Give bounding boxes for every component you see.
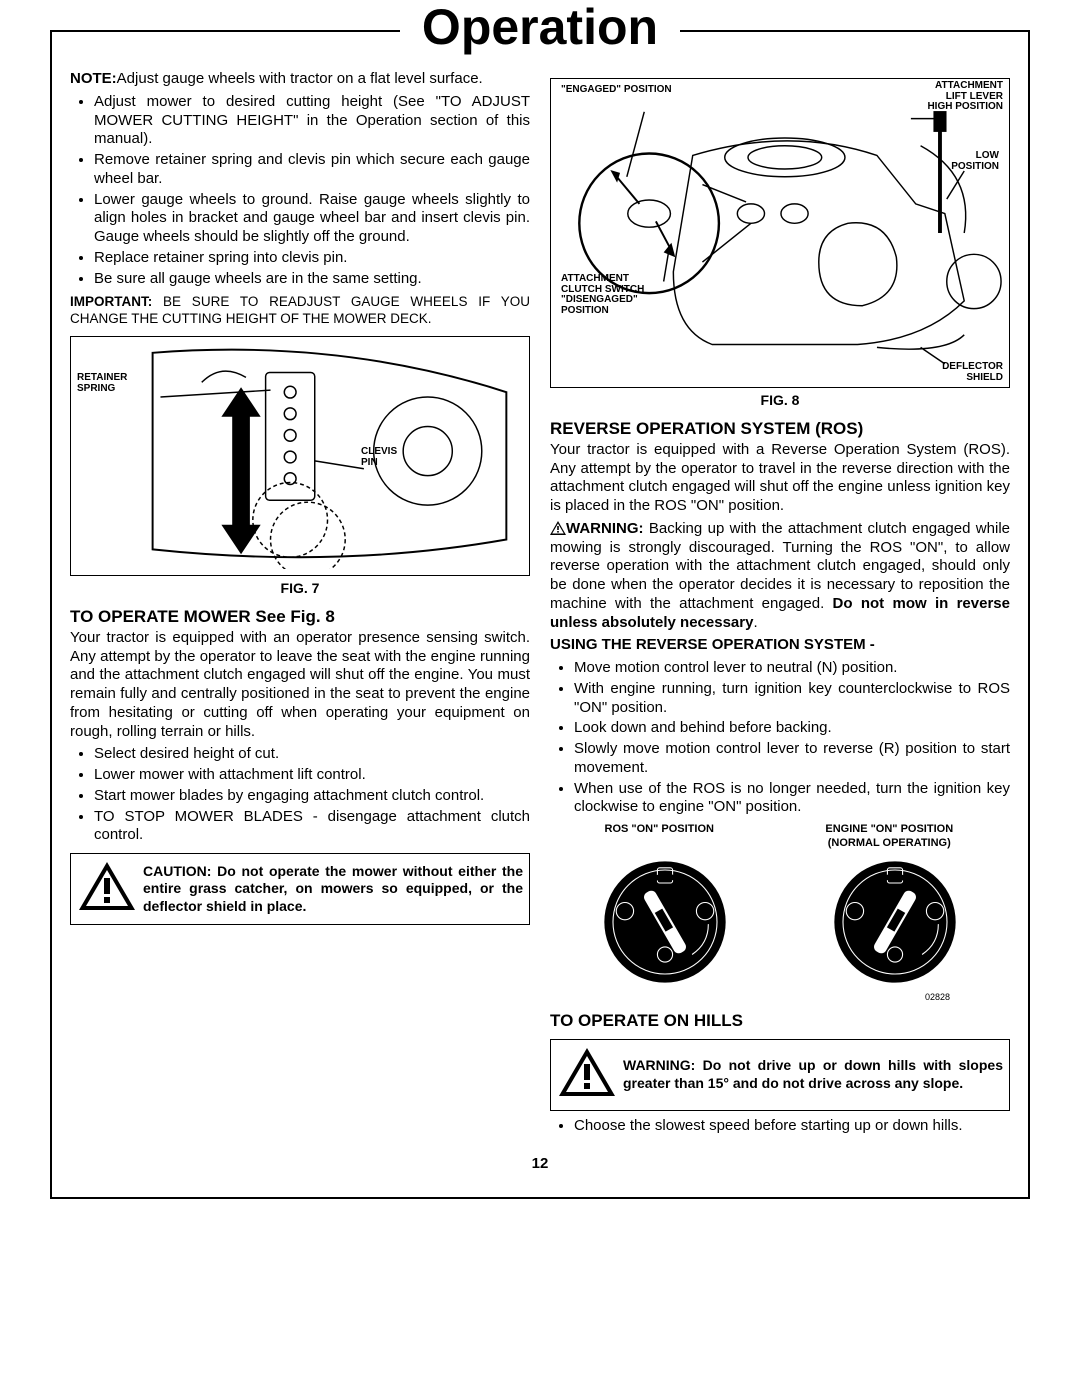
list-item: When use of the ROS is no longer needed,… — [574, 780, 1010, 818]
fig7-diagram — [77, 343, 523, 569]
warning-triangle-icon — [550, 521, 566, 535]
list-item: Lower gauge wheels to ground. Raise gaug… — [94, 191, 530, 247]
ign-ros-label: ROS "ON" POSITION — [556, 823, 763, 851]
operate-mower-paragraph: Your tractor is equipped with an operato… — [70, 629, 530, 742]
ros-paragraph: Your tractor is equipped with a Reverse … — [550, 441, 1010, 516]
fig8-caption: FIG. 8 — [550, 392, 1010, 410]
list-item: Lower mower with attachment lift control… — [94, 766, 530, 785]
list-item: Slowly move motion control lever to reve… — [574, 740, 1010, 778]
ign-engine-label: ENGINE "ON" POSITION (NORMAL OPERATING) — [774, 823, 1004, 851]
note-lead: NOTE: — [70, 70, 117, 87]
page-frame: Operation NOTE:Adjust gauge wheels with … — [50, 30, 1030, 1199]
fig7-label-retainer: RETAINER SPRING — [77, 373, 127, 394]
hills-heading: TO OPERATE ON HILLS — [550, 1010, 1010, 1031]
list-item: Move motion control lever to neutral (N)… — [574, 659, 1010, 678]
right-column: "ENGAGED" POSITION ATTACHMENT LIFT LEVER… — [550, 70, 1010, 1141]
fig8-label-engaged: "ENGAGED" POSITION — [561, 85, 672, 96]
important-lead: IMPORTANT: — [70, 294, 152, 309]
list-item: Select desired height of cut. — [94, 745, 530, 764]
fig7-caption: FIG. 7 — [70, 580, 530, 598]
ignition-dials-row — [550, 857, 1010, 993]
list-item: Start mower blades by engaging attachmen… — [94, 787, 530, 806]
warn-lead: WARNING: — [566, 520, 644, 537]
using-ros-list: Move motion control lever to neutral (N)… — [550, 659, 1010, 817]
fig8-label-lift: ATTACHMENT LIFT LEVER HIGH POSITION — [927, 81, 1003, 113]
hills-warning-box: WARNING: Do not drive up or down hills w… — [550, 1039, 1010, 1111]
fig7-label-clevis: CLEVIS PIN — [361, 447, 397, 468]
note-text: Adjust gauge wheels with tractor on a fl… — [117, 70, 483, 87]
fig8-label-low: LOW POSITION — [951, 151, 999, 172]
list-item: Choose the slowest speed before starting… — [574, 1117, 1010, 1136]
list-item: Adjust mower to desired cutting height (… — [94, 93, 530, 149]
list-item: With engine running, turn ignition key c… — [574, 680, 1010, 718]
caution-triangle-icon — [77, 860, 137, 918]
hills-warning-text: WARNING: Do not drive up or down hills w… — [623, 1057, 1003, 1092]
hills-list: Choose the slowest speed before starting… — [550, 1117, 1010, 1136]
ignition-dial-engine — [830, 857, 960, 993]
left-column: NOTE:Adjust gauge wheels with tractor on… — [70, 70, 530, 1141]
ignition-dial-ros — [600, 857, 730, 993]
page-title: Operation — [400, 0, 680, 56]
gauge-wheel-list: Adjust mower to desired cutting height (… — [70, 93, 530, 289]
using-ros-heading: USING THE REVERSE OPERATION SYSTEM - — [550, 636, 1010, 655]
fig8-diagram — [557, 85, 1003, 381]
page-number: 12 — [70, 1155, 1010, 1172]
operate-mower-heading: TO OPERATE MOWER See Fig. 8 — [70, 606, 530, 627]
important-paragraph: IMPORTANT: BE SURE TO READJUST GAUGE WHE… — [70, 294, 530, 328]
ros-heading: REVERSE OPERATION SYSTEM (ROS) — [550, 418, 1010, 439]
list-item: Be sure all gauge wheels are in the same… — [94, 270, 530, 289]
two-column-layout: NOTE:Adjust gauge wheels with tractor on… — [70, 70, 1010, 1141]
caution-text: CAUTION: Do not operate the mower withou… — [143, 863, 523, 916]
warning-triangle-icon — [557, 1046, 617, 1104]
figure-7-box: RETAINER SPRING CLEVIS PIN — [70, 336, 530, 576]
list-item: TO STOP MOWER BLADES - disengage attachm… — [94, 808, 530, 846]
fig8-label-deflector: DEFLECTOR SHIELD — [942, 362, 1003, 383]
ignition-labels-row: ROS "ON" POSITION ENGINE "ON" POSITION (… — [550, 823, 1010, 851]
note-paragraph: NOTE:Adjust gauge wheels with tractor on… — [70, 70, 530, 89]
list-item: Look down and behind before backing. — [574, 719, 1010, 738]
figure-8-box: "ENGAGED" POSITION ATTACHMENT LIFT LEVER… — [550, 78, 1010, 388]
list-item: Remove retainer spring and clevis pin wh… — [94, 151, 530, 189]
caution-box: CAUTION: Do not operate the mower withou… — [70, 853, 530, 925]
diagram-ref-number: 02828 — [550, 992, 1010, 1003]
fig8-label-disengaged: ATTACHMENT CLUTCH SWITCH "DISENGAGED" PO… — [561, 274, 644, 316]
operate-mower-list: Select desired height of cut. Lower mowe… — [70, 745, 530, 845]
ros-warning: WARNING: Backing up with the attachment … — [550, 520, 1010, 633]
list-item: Replace retainer spring into clevis pin. — [94, 249, 530, 268]
